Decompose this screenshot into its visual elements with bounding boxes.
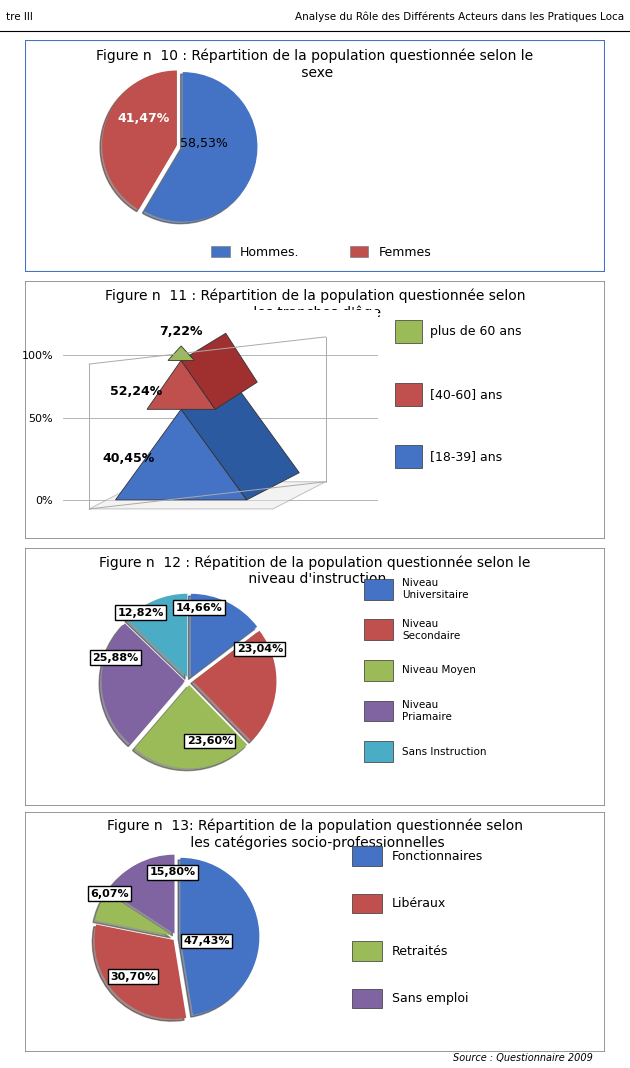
Text: plus de 60 ans: plus de 60 ans xyxy=(430,325,522,339)
Text: 12,82%: 12,82% xyxy=(118,608,164,617)
Bar xyxy=(395,445,422,468)
Bar xyxy=(364,619,392,640)
Bar xyxy=(352,894,382,913)
Wedge shape xyxy=(95,893,173,936)
Bar xyxy=(352,941,382,961)
Wedge shape xyxy=(101,624,185,744)
Bar xyxy=(352,989,382,1008)
Text: [40-60] ans: [40-60] ans xyxy=(430,388,502,400)
Wedge shape xyxy=(193,631,277,741)
Polygon shape xyxy=(115,409,247,500)
Text: Retraités: Retraités xyxy=(392,944,448,958)
Text: 23,04%: 23,04% xyxy=(237,644,283,655)
Wedge shape xyxy=(144,73,258,221)
Text: Figure n  13: Répartition de la population questionnée selon
 les catégories soc: Figure n 13: Répartition de la populatio… xyxy=(107,819,523,850)
Text: Figure n  12 : Répatition de la population questionnée selon le
 niveau d'instru: Figure n 12 : Répatition de la populatio… xyxy=(100,555,530,586)
Text: 40,45%: 40,45% xyxy=(103,452,155,465)
Text: Niveau
Priamaire: Niveau Priamaire xyxy=(402,701,452,722)
Text: 15,80%: 15,80% xyxy=(149,867,195,878)
Text: 23,60%: 23,60% xyxy=(186,736,233,745)
Text: Source : Questionnaire 2009: Source : Questionnaire 2009 xyxy=(454,1053,593,1064)
Bar xyxy=(364,579,392,599)
FancyBboxPatch shape xyxy=(25,812,605,1052)
Text: 7,22%: 7,22% xyxy=(159,325,203,337)
Text: 14,66%: 14,66% xyxy=(176,602,222,613)
Text: Niveau Moyen: Niveau Moyen xyxy=(402,665,476,675)
Bar xyxy=(364,741,392,763)
Text: Analyse du Rôle des Différents Acteurs dans les Pratiques Loca: Analyse du Rôle des Différents Acteurs d… xyxy=(295,12,624,21)
Text: Niveau
Universitaire: Niveau Universitaire xyxy=(402,579,469,600)
Text: Fonctionnaires: Fonctionnaires xyxy=(392,850,483,863)
Text: 30,70%: 30,70% xyxy=(110,972,156,981)
Polygon shape xyxy=(168,346,194,360)
Polygon shape xyxy=(147,360,215,409)
Wedge shape xyxy=(102,70,177,209)
FancyBboxPatch shape xyxy=(25,40,605,272)
Text: 6,07%: 6,07% xyxy=(90,889,129,898)
Polygon shape xyxy=(89,482,326,509)
Legend: Hommes., Femmes: Hommes., Femmes xyxy=(207,240,436,264)
Text: Sans emploi: Sans emploi xyxy=(392,992,468,1005)
Text: 25,88%: 25,88% xyxy=(93,653,139,662)
Text: Figure n  11 : Répartition de la population questionnée selon
 les tranches d'âg: Figure n 11 : Répartition de la populati… xyxy=(105,288,525,320)
Text: Sans Instruction: Sans Instruction xyxy=(402,747,487,756)
Text: 47,43%: 47,43% xyxy=(183,937,230,946)
Polygon shape xyxy=(181,382,299,500)
Bar xyxy=(395,320,422,343)
Text: Figure n  10 : Répartition de la population questionnée selon le
 sexe: Figure n 10 : Répartition de la populati… xyxy=(96,49,534,79)
Bar xyxy=(364,701,392,722)
Text: [18-39] ans: [18-39] ans xyxy=(430,450,502,464)
FancyBboxPatch shape xyxy=(25,281,605,539)
Bar xyxy=(352,846,382,866)
Text: Libéraux: Libéraux xyxy=(392,897,446,910)
Text: Niveau
Secondaire: Niveau Secondaire xyxy=(402,619,461,641)
Wedge shape xyxy=(135,685,248,768)
Text: 41,47%: 41,47% xyxy=(118,112,170,125)
Wedge shape xyxy=(108,854,175,933)
Text: 52,24%: 52,24% xyxy=(110,384,163,397)
Wedge shape xyxy=(191,594,257,677)
Wedge shape xyxy=(127,594,187,677)
Bar xyxy=(364,660,392,681)
Text: 58,53%: 58,53% xyxy=(180,137,227,150)
Bar xyxy=(395,382,422,406)
Text: tre III: tre III xyxy=(6,12,33,21)
Polygon shape xyxy=(181,333,257,409)
Wedge shape xyxy=(94,925,186,1019)
Wedge shape xyxy=(180,858,260,1015)
FancyBboxPatch shape xyxy=(25,548,605,806)
